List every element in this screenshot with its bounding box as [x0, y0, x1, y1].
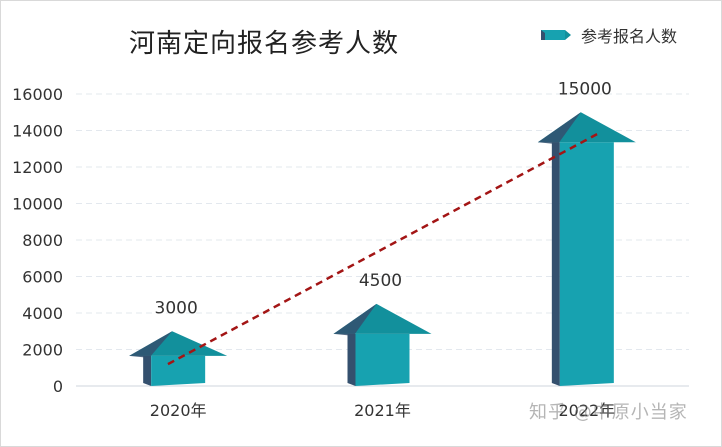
y-tick-label: 14000	[12, 122, 63, 141]
legend: 参考报名人数	[541, 23, 677, 47]
y-tick-label: 10000	[12, 195, 63, 214]
y-tick-label: 0	[53, 377, 63, 396]
legend-swatch	[541, 30, 571, 40]
bar	[151, 355, 206, 386]
chart-title: 河南定向报名参考人数	[129, 29, 400, 59]
y-tick-label: 16000	[12, 85, 63, 104]
bar-arrowhead-shade	[333, 303, 377, 336]
y-tick-label: 12000	[12, 158, 63, 177]
bar-side	[347, 333, 356, 386]
bar-arrowhead-shade	[537, 112, 581, 145]
watermark: 知乎 @中原小当家	[529, 402, 688, 423]
y-tick-label: 4000	[22, 304, 63, 323]
x-tick-label: 2021年	[354, 401, 411, 420]
data-label: 3000	[155, 298, 198, 318]
bar	[559, 142, 614, 386]
trendline	[167, 133, 598, 366]
bar-side	[143, 355, 152, 386]
bar-arrowhead-shade	[129, 331, 173, 358]
y-tick-label: 8000	[22, 231, 63, 250]
x-tick-label: 2020年	[150, 401, 207, 420]
data-label: 4500	[359, 271, 402, 291]
x-tick-label: 2022年	[558, 401, 615, 420]
y-tick-label: 6000	[22, 268, 63, 287]
data-label: 15000	[558, 79, 612, 99]
y-tick-label: 2000	[22, 341, 63, 360]
bar	[355, 333, 410, 386]
legend-label: 参考报名人数	[581, 27, 678, 46]
bar-side	[551, 142, 560, 386]
